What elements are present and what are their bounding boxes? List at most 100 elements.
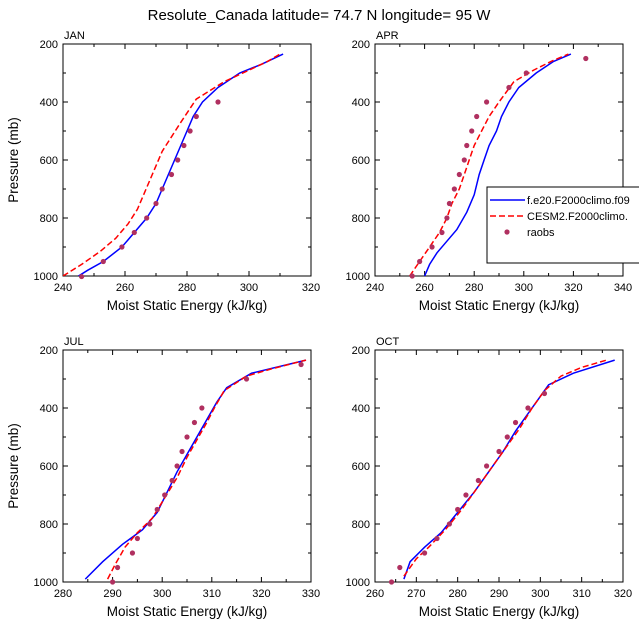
raobs-point	[199, 405, 205, 411]
plot-area	[63, 53, 284, 276]
x-tick-label: 280	[465, 282, 483, 294]
raobs-point	[187, 128, 193, 134]
raobs-point	[469, 128, 475, 134]
plot-area	[403, 359, 615, 580]
x-tick-label: 310	[203, 588, 221, 600]
raobs-point	[475, 477, 481, 484]
legend-label: CESM2.F2000climo.	[527, 211, 628, 223]
y-tick-label: 600	[352, 461, 370, 473]
series-line-cesm2-f2000climo	[106, 359, 307, 580]
legend-label: f.e20.F2000climo.f09	[527, 195, 630, 207]
raobs-point	[444, 215, 450, 221]
x-tick-label: 340	[614, 282, 632, 294]
raobs-point	[504, 434, 510, 440]
x-tick-label: 300	[240, 282, 258, 294]
raobs-point	[422, 550, 428, 556]
raobs-point	[456, 171, 462, 178]
x-tick-label: 260	[366, 588, 384, 600]
series-line-cesm2-f2000climo	[403, 359, 607, 577]
raobs-point	[147, 521, 153, 527]
y-tick-label: 800	[40, 519, 58, 531]
legend-marker-raobs	[504, 229, 510, 235]
x-axis-label: Moist Static Energy (kJ/kg)	[419, 604, 580, 619]
x-tick-label: 300	[153, 588, 171, 600]
panel-title: OCT	[376, 336, 400, 348]
y-tick-label: 800	[352, 213, 370, 225]
x-tick-label: 270	[407, 588, 425, 600]
y-tick-label: 400	[40, 403, 58, 415]
raobs-point	[79, 273, 85, 280]
y-tick-label: 1000	[346, 271, 370, 283]
x-axis-label: Moist Static Energy (kJ/kg)	[419, 298, 580, 313]
raobs-point	[451, 186, 457, 192]
y-tick-label: 400	[352, 403, 370, 415]
raobs-point	[129, 550, 136, 556]
raobs-point	[541, 390, 548, 397]
y-tick-label: 400	[352, 97, 370, 109]
raobs-point	[496, 448, 502, 455]
raobs-point	[484, 463, 490, 469]
raobs-point	[100, 258, 106, 265]
y-tick-label: 1000	[34, 577, 58, 589]
series-line-f-e20-f2000climo-f09	[78, 53, 284, 276]
panel-title: JUL	[64, 336, 84, 348]
x-tick-label: 300	[531, 588, 549, 600]
x-tick-label: 260	[116, 282, 134, 294]
raobs-point	[512, 419, 519, 426]
panel-apr: 240 260 280 300 320 340 200 400 600 800 1000 APR Moi…	[346, 30, 633, 313]
raobs-point	[484, 99, 490, 105]
series-line-f-e20-f2000climo-f09	[423, 53, 572, 276]
raobs-point	[159, 186, 165, 192]
raobs-point	[215, 99, 221, 105]
raobs-point	[119, 244, 125, 250]
raobs-point	[191, 419, 198, 426]
x-tick-label: 310	[572, 588, 590, 600]
y-tick-label: 600	[40, 155, 58, 167]
x-tick-label: 320	[564, 282, 582, 294]
raobs-point	[168, 171, 175, 178]
x-tick-label: 280	[178, 282, 196, 294]
raobs-point	[154, 506, 160, 513]
y-tick-label: 600	[40, 461, 58, 473]
raobs-point	[184, 434, 190, 440]
raobs-point	[162, 492, 168, 498]
panel-title: JAN	[64, 30, 85, 42]
raobs-point	[523, 70, 529, 76]
x-tick-label: 300	[515, 282, 533, 294]
raobs-point	[446, 200, 452, 207]
raobs-point	[144, 215, 150, 221]
plot-area	[84, 359, 307, 580]
raobs-point	[474, 113, 480, 120]
y-tick-label: 200	[352, 39, 370, 51]
y-tick-label: 1000	[346, 577, 370, 589]
series-line-cesm2-f2000climo	[63, 53, 281, 276]
plot-frame	[62, 349, 312, 583]
y-tick-label: 200	[352, 345, 370, 357]
x-tick-label: 240	[366, 282, 384, 294]
raobs-point	[110, 579, 116, 585]
y-tick-label: 200	[40, 39, 58, 51]
raobs-point	[193, 113, 199, 120]
y-tick-label: 1000	[34, 271, 58, 283]
y-tick-label: 600	[352, 155, 370, 167]
panel-oct: 260 270 280 290 300 310 320 200 400 600 800 1000 OCT…	[346, 336, 633, 619]
x-tick-label: 330	[302, 588, 320, 600]
raobs-point	[429, 244, 435, 250]
raobs-point	[434, 535, 440, 542]
y-axis-label: Pressure (mb)	[6, 117, 21, 203]
plot-frame	[62, 43, 312, 277]
raobs-point	[169, 477, 175, 484]
y-tick-label: 200	[40, 345, 58, 357]
x-tick-label: 320	[614, 588, 632, 600]
series-line-f-e20-f2000climo-f09	[403, 359, 615, 580]
raobs-point	[461, 157, 467, 163]
raobs-point	[455, 506, 461, 513]
x-tick-label: 280	[54, 588, 72, 600]
raobs-point	[417, 258, 423, 265]
legend: f.e20.F2000climo.f09 CESM2.F2000climo. rao…	[486, 186, 639, 264]
raobs-point	[397, 564, 403, 571]
y-tick-label: 800	[352, 519, 370, 531]
raobs-point	[464, 142, 470, 149]
x-tick-label: 320	[302, 282, 320, 294]
